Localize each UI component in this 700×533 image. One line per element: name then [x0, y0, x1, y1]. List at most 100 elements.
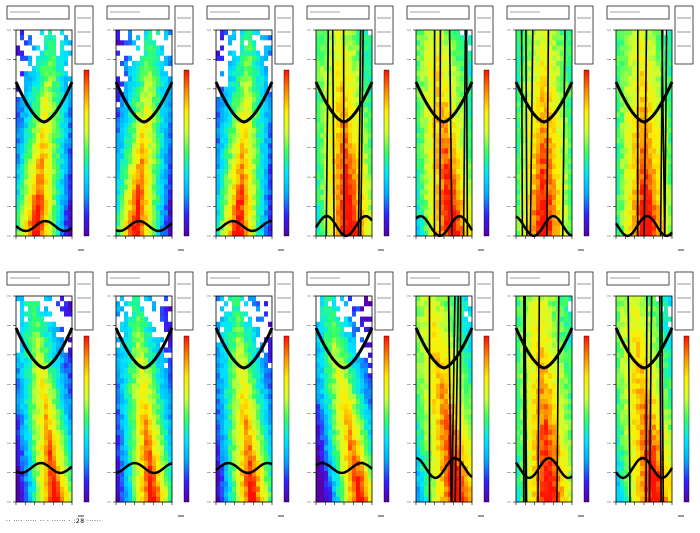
heatmap-cell: [156, 96, 161, 103]
heatmap-cell: [252, 127, 257, 134]
heatmap-cell: [252, 81, 257, 87]
heatmap-cell: [416, 71, 421, 77]
heatmap-cell: [664, 194, 669, 201]
heatmap-cell: [228, 81, 233, 87]
heatmap-cell: [216, 194, 221, 201]
heatmap-cell: [548, 122, 553, 129]
heatmap-cell: [132, 45, 137, 51]
heatmap-cell: [560, 133, 565, 139]
heatmap-cell: [220, 184, 225, 190]
trace-upper: [514, 81, 574, 124]
heatmap-cell: [316, 107, 321, 113]
heatmap-cell: [156, 316, 161, 323]
heatmap-cell: [56, 301, 61, 307]
heatmap-cell: [56, 194, 61, 201]
heatmap-cell: [420, 86, 425, 93]
heatmap-cell: [168, 163, 173, 170]
heatmap-cell: [36, 429, 41, 436]
heatmap-cell: [152, 55, 157, 62]
heatmap-cell: [548, 148, 553, 154]
heatmap-cell: [136, 76, 141, 82]
heatmap-cell: [60, 163, 65, 170]
heatmap-cell: [564, 60, 569, 67]
heatmap-cell: [560, 210, 565, 216]
heatmap-cell: [44, 321, 49, 328]
heatmap-cell: [364, 45, 369, 51]
heatmap-cell: [356, 81, 361, 87]
heatmap-cell: [416, 225, 421, 232]
heatmap-cell: [344, 50, 349, 57]
heatmap-cell: [320, 45, 325, 51]
heatmap-cell: [16, 337, 21, 343]
panel-title-box: [6, 271, 70, 286]
heatmap-cell: [120, 163, 125, 170]
heatmap-cell: [244, 210, 249, 216]
heatmap-cell: [164, 133, 169, 139]
heatmap-cell: [668, 55, 673, 62]
heatmap-cell: [216, 169, 221, 175]
heatmap-cell: [36, 189, 41, 196]
heatmap-cell: [448, 153, 453, 160]
heatmap-cell: [440, 199, 445, 206]
heatmap-cell: [516, 163, 521, 170]
heatmap-cell: [344, 107, 349, 113]
heatmap-cell: [140, 102, 145, 108]
heatmap-cell: [120, 174, 125, 180]
heatmap-cell: [36, 424, 41, 431]
heatmap-cell: [52, 476, 57, 482]
heatmap-cell: [460, 71, 465, 77]
heatmap-cell: [52, 169, 57, 175]
heatmap-cell: [44, 301, 49, 307]
heatmap-cell: [260, 153, 265, 160]
heatmap-cell: [48, 122, 53, 129]
heatmap-cell: [460, 86, 465, 93]
heatmap-cell: [248, 215, 253, 221]
heatmap-cell: [616, 148, 621, 154]
heatmap-cell: [40, 138, 45, 144]
heatmap-cell: [564, 55, 569, 62]
heatmap-cell: [260, 66, 265, 72]
heatmap-cell: [640, 91, 645, 98]
heatmap-cell: [460, 107, 465, 113]
heatmap-cell: [352, 81, 357, 87]
heatmap-cell: [56, 362, 61, 369]
heatmap-cell: [16, 429, 21, 436]
heatmap-cell: [436, 50, 441, 57]
heatmap-cell: [328, 30, 333, 36]
heatmap-cell: [556, 138, 561, 144]
heatmap-cell: [528, 66, 533, 72]
heatmap-cell: [316, 179, 321, 185]
heatmap-cell: [48, 55, 53, 62]
heatmap-cell: [60, 215, 65, 221]
heatmap-cell: [116, 296, 121, 302]
heatmap-cell: [52, 316, 57, 323]
heatmap-cell: [24, 66, 29, 72]
heatmap-cell: [116, 76, 121, 82]
heatmap-cell: [440, 210, 445, 216]
heatmap-cell: [132, 153, 137, 160]
heatmap-cell: [336, 86, 341, 93]
heatmap-cell: [352, 205, 357, 211]
heatmap-cell: [24, 112, 29, 118]
heatmap-cell: [528, 71, 533, 77]
heatmap-cell: [548, 55, 553, 62]
heatmap-cell: [36, 179, 41, 185]
heatmap-cell: [268, 169, 273, 175]
heatmap-cell: [228, 205, 233, 211]
heatmap-cell: [544, 81, 549, 87]
heatmap-cell: [268, 122, 273, 129]
heatmap-cell: [640, 169, 645, 175]
heatmap-cell: [168, 55, 173, 62]
heatmap-cell: [328, 220, 333, 226]
heatmap-cell: [16, 404, 21, 410]
heatmap-cell: [232, 50, 237, 57]
heatmap-cell: [468, 230, 473, 237]
heatmap-cell: [132, 55, 137, 62]
heatmap-cell: [344, 215, 349, 221]
heatmap-cell: [340, 122, 345, 129]
heatmap-cell: [428, 102, 433, 108]
heatmap-cell: [540, 220, 545, 226]
heatmap-cell: [16, 393, 21, 400]
heatmap-cell: [268, 189, 273, 196]
heatmap-cell: [652, 215, 657, 221]
